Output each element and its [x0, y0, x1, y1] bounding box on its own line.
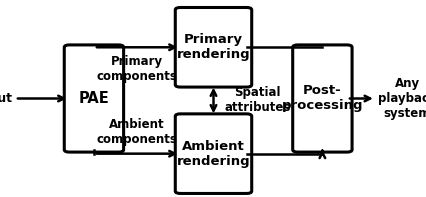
Text: Ambient
components: Ambient components: [97, 118, 177, 146]
Text: Input: Input: [0, 92, 13, 105]
Text: Any
playback
system: Any playback system: [377, 77, 426, 120]
Text: Primary
components: Primary components: [97, 55, 177, 83]
Text: Spatial
attributes: Spatial attributes: [224, 86, 290, 114]
FancyBboxPatch shape: [175, 7, 251, 87]
FancyBboxPatch shape: [292, 45, 351, 152]
Text: PAE: PAE: [78, 91, 109, 106]
FancyBboxPatch shape: [175, 114, 251, 193]
Text: Ambient
rendering: Ambient rendering: [176, 140, 250, 168]
Text: Primary
rendering: Primary rendering: [176, 33, 250, 61]
FancyBboxPatch shape: [64, 45, 124, 152]
Text: Post-
processing: Post- processing: [281, 85, 362, 112]
